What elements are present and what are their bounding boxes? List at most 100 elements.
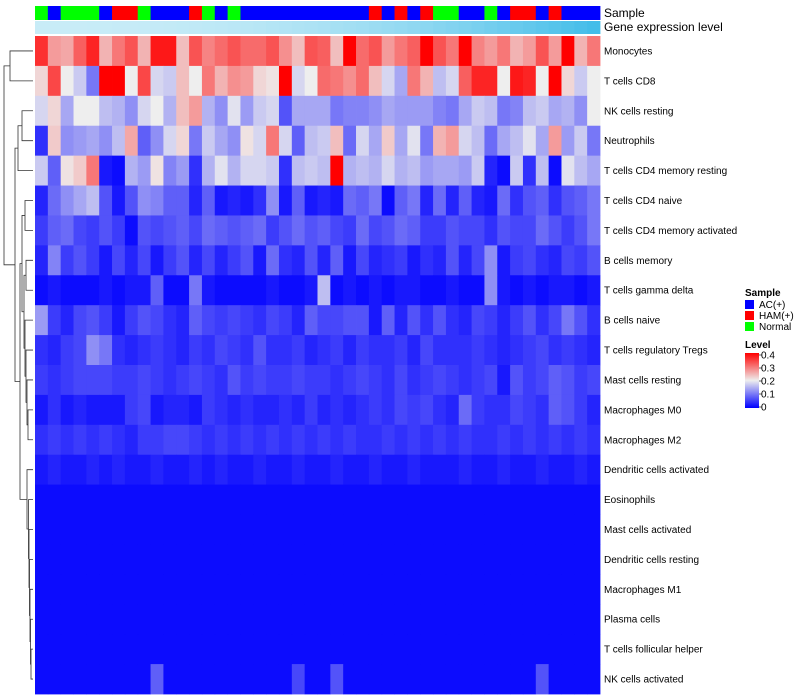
heatmap-cell bbox=[510, 275, 524, 306]
heatmap-cell bbox=[317, 185, 331, 216]
heatmap-cell bbox=[510, 394, 524, 426]
heatmap-cell bbox=[484, 424, 498, 456]
heatmap-cell bbox=[227, 664, 241, 695]
heatmap-cell bbox=[112, 215, 126, 246]
heatmap-cell bbox=[35, 664, 49, 695]
heatmap-cell bbox=[471, 544, 485, 575]
heatmap-cell bbox=[99, 634, 113, 665]
heatmap-cell bbox=[227, 634, 241, 665]
heatmap-cell bbox=[445, 305, 460, 336]
heatmap-cell bbox=[497, 394, 511, 426]
heatmap-cell bbox=[124, 424, 139, 456]
heatmap-cell bbox=[433, 275, 447, 306]
heatmap-cell bbox=[497, 454, 511, 486]
heatmap-cell bbox=[330, 424, 344, 456]
heatmap-cell bbox=[304, 484, 318, 515]
heatmap-cell bbox=[420, 65, 434, 97]
heatmap-cell bbox=[112, 394, 126, 426]
heatmap-cell bbox=[189, 365, 203, 396]
heatmap-cell bbox=[471, 275, 485, 306]
heatmap-cell bbox=[394, 484, 408, 515]
heatmap-cell bbox=[330, 454, 344, 486]
heatmap-cell bbox=[150, 305, 164, 336]
heatmap-cell bbox=[368, 604, 383, 635]
heatmap-cell bbox=[176, 454, 190, 486]
heatmap-cell bbox=[535, 365, 550, 396]
heatmap-cell bbox=[484, 65, 498, 97]
heatmap-cell bbox=[368, 245, 383, 276]
heatmap-cell bbox=[368, 394, 383, 426]
heatmap-cell bbox=[510, 514, 524, 545]
heatmap-cell bbox=[291, 65, 306, 97]
heatmap-cell bbox=[368, 185, 383, 216]
heatmap-cell bbox=[124, 394, 139, 426]
heatmap-cell bbox=[201, 634, 216, 665]
row-label: NK cells resting bbox=[604, 106, 673, 117]
heatmap-cell bbox=[381, 514, 395, 545]
legend-swatch-ac bbox=[745, 300, 754, 309]
heatmap-cell bbox=[124, 365, 139, 396]
heatmap-cell bbox=[317, 275, 331, 306]
heatmap-cell bbox=[240, 155, 254, 186]
heatmap-cell bbox=[227, 36, 241, 67]
heatmap-cell bbox=[343, 275, 357, 306]
heatmap-cell bbox=[304, 604, 318, 635]
heatmap-cell bbox=[471, 215, 485, 246]
heatmap-cell bbox=[420, 574, 434, 605]
heatmap-cell bbox=[163, 664, 177, 695]
heatmap-cell bbox=[253, 95, 267, 127]
heatmap-cell bbox=[458, 424, 472, 456]
heatmap-cell bbox=[394, 125, 408, 157]
heatmap-cell bbox=[433, 95, 447, 127]
heatmap-cell bbox=[433, 454, 447, 486]
legend-sample-items: AC(+)HAM(+)Normal bbox=[745, 300, 794, 333]
heatmap-cell bbox=[201, 185, 216, 216]
heatmap-cell bbox=[368, 514, 383, 545]
heatmap-cell bbox=[201, 305, 216, 336]
heatmap-cell bbox=[86, 65, 100, 97]
sample-annotation-cell bbox=[445, 6, 460, 20]
heatmap-cell bbox=[137, 36, 151, 67]
heatmap-cell bbox=[484, 215, 498, 246]
heatmap-cell bbox=[535, 95, 550, 127]
heatmap-cell bbox=[484, 125, 498, 157]
expression-annotation-cell bbox=[317, 21, 331, 34]
heatmap-cell bbox=[176, 65, 190, 97]
heatmap-cell bbox=[253, 544, 267, 575]
heatmap-cell bbox=[343, 245, 357, 276]
heatmap-cell bbox=[304, 634, 318, 665]
heatmap-cell bbox=[47, 305, 62, 336]
expression-annotation-cell bbox=[381, 21, 395, 34]
heatmap-cell bbox=[176, 365, 190, 396]
heatmap-cell bbox=[35, 245, 49, 276]
heatmap-cell bbox=[176, 604, 190, 635]
row-label: NK cells activated bbox=[604, 675, 683, 686]
heatmap-cell bbox=[240, 424, 254, 456]
heatmap-cell bbox=[394, 604, 408, 635]
heatmap-cell bbox=[394, 544, 408, 575]
heatmap-cell bbox=[343, 305, 357, 336]
heatmap-cell bbox=[356, 454, 370, 486]
heatmap-cell bbox=[458, 275, 472, 306]
heatmap-cell bbox=[574, 36, 588, 67]
heatmap-cell bbox=[163, 394, 177, 426]
heatmap-cell bbox=[189, 335, 203, 366]
heatmap-cell bbox=[73, 365, 87, 396]
heatmap-cell bbox=[394, 65, 408, 97]
sample-annotation-cell bbox=[163, 6, 177, 20]
heatmap-cell bbox=[35, 65, 49, 97]
heatmap-cell bbox=[291, 484, 306, 515]
heatmap-cell bbox=[407, 95, 421, 127]
heatmap-cell bbox=[317, 245, 331, 276]
expression-annotation-cell bbox=[86, 21, 100, 34]
heatmap-cell bbox=[522, 65, 537, 97]
heatmap-cell bbox=[368, 634, 383, 665]
heatmap-cell bbox=[214, 335, 229, 366]
heatmap-cell bbox=[420, 664, 434, 695]
heatmap-cell bbox=[458, 394, 472, 426]
heatmap-cell bbox=[112, 125, 126, 157]
heatmap-cell bbox=[176, 574, 190, 605]
heatmap-cell bbox=[163, 634, 177, 665]
heatmap-cell bbox=[124, 185, 139, 216]
heatmap-cell bbox=[137, 424, 151, 456]
